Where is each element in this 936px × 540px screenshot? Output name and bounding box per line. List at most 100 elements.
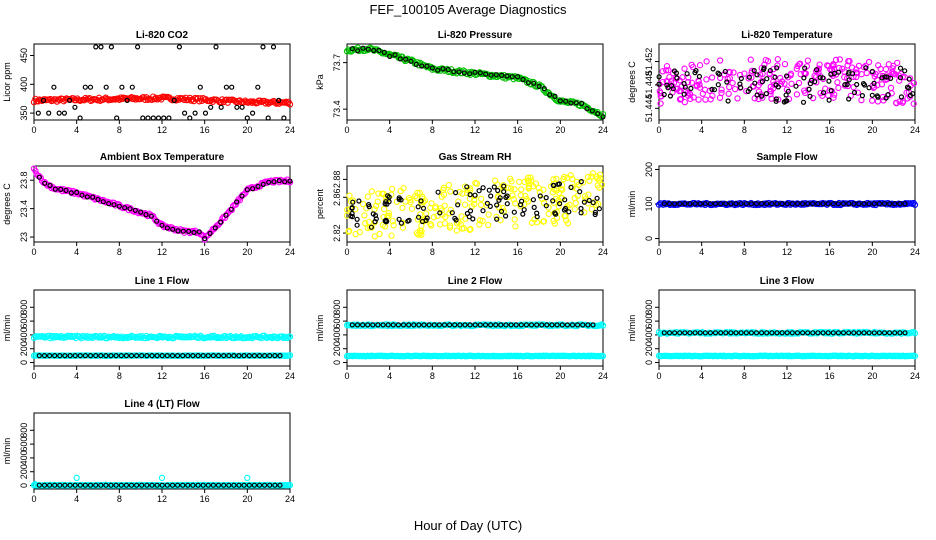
data-point [520,211,526,217]
data-point [552,210,558,216]
x-tick-label: 0 [31,247,36,257]
data-point [495,321,502,328]
x-tick-label: 4 [74,125,79,135]
panel-pressure: Li-820 Pressure 0 4 8 12 16 20 24 73.4 73.7 kPa [315,30,608,135]
data-point [897,201,903,207]
data-point [47,182,53,189]
y-tick-label: 51.452 [644,48,654,76]
data-point [476,188,482,194]
data-point [46,353,53,359]
data-point [241,482,247,488]
data-point [835,84,842,92]
x-tick-label: 16 [513,125,523,135]
data-point [806,86,812,92]
data-point [657,100,664,107]
panel-temperature: Li-820 Temperature 0 4 8 12 16 20 24 51.44451.44… [627,30,920,135]
x-tick-label: 20 [242,494,252,504]
x-tick-label: 0 [344,247,349,257]
y-tick-label: 400 [19,450,29,465]
data-point [665,67,672,74]
data-point [164,353,170,359]
data-point [197,84,203,90]
y-axis-label-temperature: degrees C [627,61,637,103]
data-point [671,201,678,207]
data-point [711,87,718,93]
data-point [200,353,206,359]
x-tick-label: 24 [285,125,295,135]
data-point [549,189,556,196]
data-point [774,201,780,207]
data-point [770,73,777,81]
data-point [176,44,182,50]
data-point [490,322,497,330]
data-point [67,353,73,359]
data-point [118,353,124,359]
data-point [250,186,256,192]
y-tick-label: 200 [332,341,342,356]
series-sample_flow-hourly [661,201,908,207]
data-point [108,44,115,50]
data-point [825,330,831,336]
data-point [260,181,266,187]
y-tick-label: 400 [19,327,29,342]
y-tick-label: 400 [332,327,342,342]
data-point [578,179,584,185]
y-tick-label: 0 [19,360,29,365]
x-tick-label: 4 [74,494,79,504]
data-point [456,69,462,75]
data-point [373,216,379,222]
data-point [389,217,396,225]
data-point [453,220,461,227]
data-point [139,482,145,488]
data-point [431,322,437,328]
data-point [349,322,355,328]
x-tick-label: 20 [242,125,252,135]
data-point [677,330,683,336]
data-point [851,330,857,336]
data-point [170,226,176,232]
data-point [769,201,775,207]
data-point [906,75,914,82]
data-point [62,482,68,488]
plot-frame-ambient [33,165,291,243]
data-point [754,72,760,78]
data-point [376,47,382,54]
data-point [164,482,170,488]
data-point [569,175,576,183]
x-tick-label: 12 [157,371,167,381]
data-point [232,201,239,208]
data-point [902,68,908,74]
data-point [445,181,452,189]
data-point [246,353,252,359]
data-point [41,353,48,359]
data-point [892,201,898,207]
data-point [781,80,788,87]
data-point [853,73,860,81]
data-point [467,71,473,77]
y-axis-label-ambient: degrees C [2,183,12,225]
data-point [595,110,601,117]
data-point [255,84,261,90]
data-point [545,210,552,218]
data-point [387,53,393,60]
data-point [722,68,728,75]
data-point [882,66,890,73]
data-point [36,353,42,359]
data-point [784,201,790,207]
series-pressure-raw [343,44,607,120]
y-tick-label: 73.7 [332,54,342,72]
data-point [859,92,866,99]
data-point [563,217,570,224]
data-point [774,56,781,63]
data-point [381,49,387,56]
data-point [452,215,458,221]
data-point [894,59,901,67]
data-point [271,179,277,185]
x-tick-label: 8 [742,371,747,381]
data-point [804,57,812,64]
data-point [406,322,412,328]
data-point [553,175,560,182]
data-point [491,184,497,190]
data-point [572,199,579,207]
